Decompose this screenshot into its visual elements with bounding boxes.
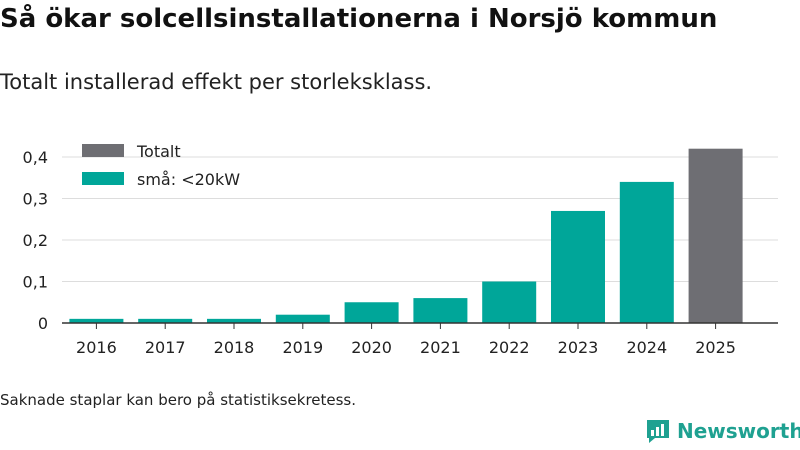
bar-2019 (275, 314, 330, 323)
bar-2023 (551, 210, 605, 323)
y-axis-ticks: 0 0,1 0,2 0,3 0,4 (23, 148, 48, 333)
bar-2020 (344, 302, 399, 323)
x-tick-label: 2024 (626, 338, 667, 357)
legend-label: Totalt (136, 142, 181, 161)
bar-2025 (688, 148, 743, 323)
newsworthy-logo: Newsworthy (645, 418, 800, 444)
bar-2021 (413, 298, 468, 323)
bar-2022 (482, 281, 537, 323)
y-tick-label: 0,2 (23, 231, 48, 250)
x-tick-label: 2025 (695, 338, 736, 357)
footnote: Saknade staplar kan bero på statistiksek… (0, 391, 357, 409)
x-tick-label: 2016 (76, 338, 117, 357)
bar-2018 (207, 318, 261, 323)
chart-subtitle: Totalt installerad effekt per storlekskl… (0, 70, 433, 94)
y-tick-label: 0,3 (23, 190, 48, 209)
bars (69, 148, 743, 323)
x-tick-label: 2017 (145, 338, 186, 357)
x-tick-label: 2018 (214, 338, 255, 357)
y-tick-label: 0,4 (23, 148, 48, 167)
bar-2016 (69, 318, 124, 323)
chart-title: Så ökar solcellsinstallationerna i Norsj… (0, 4, 718, 34)
bar-chart: 00,10,20,30,4 2016 2017 2018 2019 2020 2021 20… (23, 142, 778, 357)
legend-swatch (82, 172, 124, 185)
x-tick-label: 2022 (489, 338, 530, 357)
x-axis-ticks: 2016 2017 2018 2019 2020 2021 2022 2023 2024 2025 (62, 322, 778, 357)
bar-2024 (619, 181, 674, 323)
y-tick-label: 0,1 (23, 273, 48, 292)
bar-2017 (138, 318, 193, 323)
y-tick-label: 0 (38, 314, 48, 333)
x-tick-label: 2023 (558, 338, 599, 357)
legend-swatch (82, 144, 124, 157)
x-tick-label: 2021 (420, 338, 461, 357)
legend: Totalt små: <20kW (82, 142, 240, 189)
brand-name: Newsworthy (677, 419, 800, 443)
newsworthy-chart-icon (647, 420, 669, 443)
x-tick-label: 2020 (351, 338, 392, 357)
x-tick-label: 2019 (282, 338, 323, 357)
legend-label: små: <20kW (137, 170, 240, 189)
